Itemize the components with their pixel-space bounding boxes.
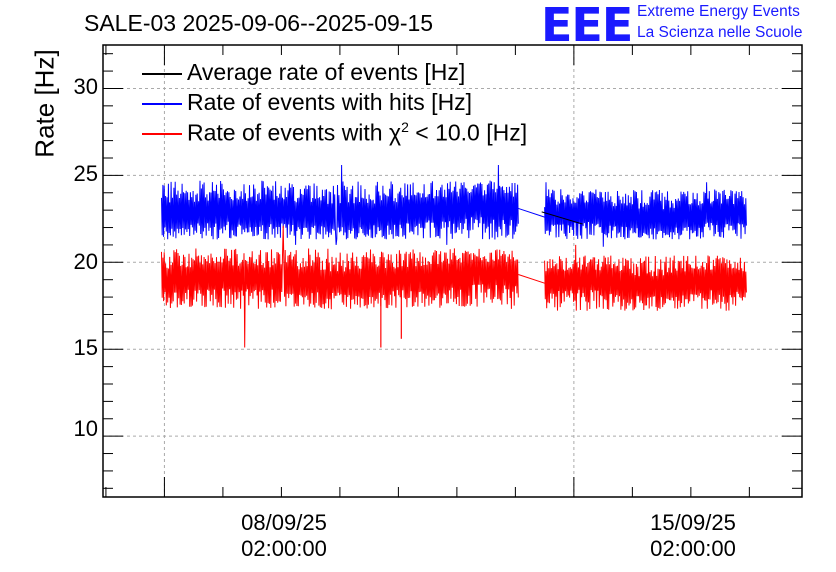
legend-swatch-average — [142, 73, 182, 75]
legend-label-chi2: Rate of events with χ2 < 10.0 [Hz] — [187, 119, 527, 147]
y-tick-label-30: 30 — [73, 74, 98, 99]
series-hits-segment-2 — [544, 182, 747, 247]
chart-title: SALE-03 2025-09-06--2025-09-15 — [84, 10, 434, 36]
legend-label-chi2-prefix: Rate of events with — [187, 119, 389, 146]
chart-series-area — [161, 164, 747, 348]
x-tick-date-1: 08/09/25 — [241, 510, 327, 535]
legend-swatch-chi2 — [142, 133, 182, 135]
logo-subtitle-2: La Scienza nelle Scuole — [637, 24, 803, 41]
plot-frame — [102, 44, 803, 498]
series-chi2-gap-connector — [518, 274, 545, 284]
series-chi2-segment-1 — [161, 225, 519, 348]
series-hits-gap-connector — [518, 207, 545, 218]
y-tick-label-20: 20 — [73, 249, 98, 274]
y-axis-label: Rate [Hz] — [29, 49, 60, 158]
legend-label-hits: Rate of events with hits [Hz] — [187, 89, 473, 115]
series-average-segment-1 — [541, 211, 583, 225]
legend-swatch-hits — [142, 103, 182, 105]
legend-label-chi2-suffix: < 10.0 [Hz] — [408, 119, 528, 146]
series-hits-segment-1 — [161, 164, 519, 245]
x-tick-label-2: 15/09/25 02:00:00 — [623, 510, 763, 562]
legend-label-average: Average rate of events [Hz] — [187, 59, 466, 85]
y-tick-label-15: 15 — [73, 335, 98, 360]
y-tick-label-10: 10 — [73, 416, 98, 441]
logo-subtitle-1: Extreme Energy Events — [637, 3, 800, 20]
legend-label-chi2-sup: 2 — [401, 119, 409, 135]
x-tick-date-2: 15/09/25 — [650, 510, 736, 535]
series-chi2-segment-2 — [544, 244, 747, 311]
x-tick-label-1: 08/09/25 02:00:00 — [214, 510, 354, 562]
legend-label-chi2-symbol: χ — [389, 119, 402, 146]
eee-logo: EEE — [541, 0, 633, 52]
y-tick-label-25: 25 — [73, 161, 98, 186]
x-tick-time-2: 02:00:00 — [650, 536, 736, 561]
axis-ticks — [103, 45, 802, 497]
x-tick-time-1: 02:00:00 — [241, 536, 327, 561]
